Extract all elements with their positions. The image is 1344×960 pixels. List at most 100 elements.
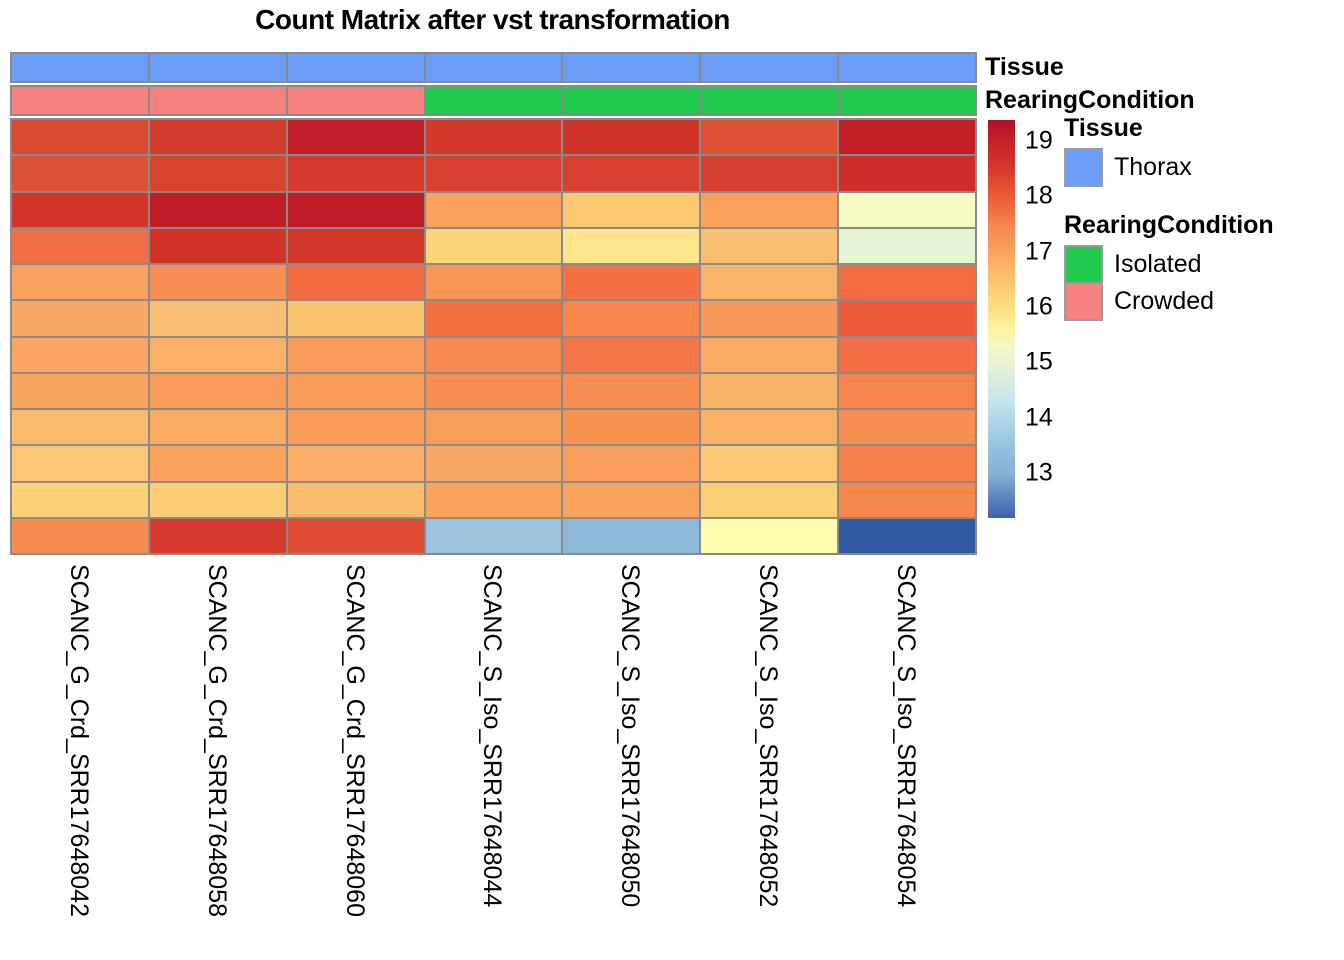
annotation-cell-tissue bbox=[287, 54, 424, 81]
annotation-cell-tissue bbox=[425, 54, 562, 81]
legend-swatch bbox=[1064, 282, 1103, 321]
heatmap-cell bbox=[701, 337, 838, 372]
heatmap-cell bbox=[425, 120, 562, 155]
heatmap-cell bbox=[287, 482, 424, 517]
heatmap-cell bbox=[149, 518, 286, 553]
heatmap-cell bbox=[287, 446, 424, 481]
annotation-track-label-tissue: Tissue bbox=[985, 53, 1064, 81]
heatmap-cell bbox=[563, 156, 700, 191]
heatmap-cell bbox=[149, 337, 286, 372]
heatmap-cell bbox=[839, 228, 975, 263]
legend-section: Tissue Thorax bbox=[1064, 114, 1342, 187]
legend-item: Crowded bbox=[1064, 282, 1342, 321]
column-label: SCANC_G_Crd_SRR17648042 bbox=[64, 564, 93, 917]
colorbar-tick-label: 14 bbox=[1025, 403, 1053, 431]
heatmap-cell bbox=[839, 373, 975, 408]
colorbar-tick-label: 13 bbox=[1025, 458, 1053, 487]
column-label: SCANC_G_Crd_SRR17648060 bbox=[340, 564, 369, 917]
heatmap-cell bbox=[149, 120, 286, 155]
heatmap-cell bbox=[12, 156, 148, 191]
colorbar-tick-label: 16 bbox=[1025, 292, 1053, 321]
heatmap-cell bbox=[12, 192, 148, 227]
heatmap-cell bbox=[287, 337, 424, 372]
heatmap-cell bbox=[563, 518, 700, 553]
heatmap-cell bbox=[563, 410, 700, 445]
annotation-cell-rearingcondition bbox=[149, 87, 286, 114]
annotation-track-label-rearingcondition: RearingCondition bbox=[985, 86, 1195, 114]
annotation-row-rearingcondition bbox=[10, 85, 977, 116]
colorbar-tick-label: 18 bbox=[1025, 181, 1053, 210]
annotation-cell-tissue bbox=[149, 54, 286, 81]
legend-item-label: Thorax bbox=[1114, 153, 1192, 181]
legend-swatch bbox=[1064, 148, 1103, 187]
heatmap-cell bbox=[287, 156, 424, 191]
legend-item-label: Isolated bbox=[1114, 250, 1202, 278]
legend-item-label: Crowded bbox=[1114, 287, 1215, 315]
heatmap-cell bbox=[425, 301, 562, 336]
column-label: SCANC_S_Iso_SRR17648050 bbox=[616, 564, 645, 908]
heatmap-cell bbox=[839, 337, 975, 372]
heatmap-cell bbox=[12, 120, 148, 155]
plot-title: Count Matrix after vst transformation bbox=[255, 4, 730, 35]
heatmap-cell bbox=[839, 301, 975, 336]
heatmap-cell bbox=[425, 518, 562, 553]
heatmap-cell bbox=[12, 301, 148, 336]
heatmap-cell bbox=[563, 192, 700, 227]
legend: Tissue Thorax RearingCondition Isolated Crow… bbox=[1064, 114, 1342, 345]
heatmap-cell bbox=[149, 482, 286, 517]
legend-section: RearingCondition Isolated Crowded bbox=[1064, 211, 1342, 321]
heatmap-cell bbox=[287, 518, 424, 553]
heatmap-cell bbox=[839, 192, 975, 227]
column-label: SCANC_S_Iso_SRR17648052 bbox=[754, 564, 783, 908]
heatmap-cell bbox=[149, 446, 286, 481]
heatmap-cell bbox=[701, 518, 838, 553]
column-label: SCANC_S_Iso_SRR17648044 bbox=[478, 564, 507, 908]
heatmap-cell bbox=[287, 410, 424, 445]
heatmap-cell bbox=[425, 410, 562, 445]
heatmap-cell bbox=[425, 265, 562, 300]
heatmap-cell bbox=[287, 301, 424, 336]
legend-title: RearingCondition bbox=[1064, 211, 1274, 239]
heatmap-cell bbox=[287, 265, 424, 300]
heatmap-cell bbox=[425, 228, 562, 263]
heatmap-cell bbox=[839, 156, 975, 191]
heatmap-cell bbox=[287, 120, 424, 155]
annotation-cell-rearingcondition bbox=[563, 87, 700, 114]
heatmap-cell bbox=[425, 373, 562, 408]
heatmap-cell bbox=[287, 192, 424, 227]
heatmap-cell bbox=[149, 228, 286, 263]
annotation-cell-tissue bbox=[839, 54, 975, 81]
legend-swatch bbox=[1064, 245, 1103, 284]
heatmap-cell bbox=[12, 446, 148, 481]
heatmap-cell bbox=[839, 120, 975, 155]
heatmap-cell bbox=[839, 410, 975, 445]
heatmap-cell bbox=[287, 373, 424, 408]
heatmap-cell bbox=[701, 446, 838, 481]
colorbar-tick-label: 19 bbox=[1025, 126, 1053, 155]
annotation-cell-rearingcondition bbox=[287, 87, 424, 114]
heatmap-cell bbox=[701, 265, 838, 300]
heatmap-cell bbox=[563, 337, 700, 372]
column-label: SCANC_S_Iso_SRR17648054 bbox=[892, 564, 921, 908]
annotation-cell-tissue bbox=[12, 54, 148, 81]
heatmap-cell bbox=[701, 156, 838, 191]
heatmap-cell bbox=[12, 482, 148, 517]
annotation-cell-tissue bbox=[701, 54, 838, 81]
heatmap-cell bbox=[563, 301, 700, 336]
column-label: SCANC_G_Crd_SRR17648058 bbox=[202, 564, 231, 917]
heatmap-cell bbox=[701, 192, 838, 227]
colorbar-tick-label: 15 bbox=[1025, 347, 1053, 376]
heatmap-cell bbox=[149, 373, 286, 408]
heatmap-cell bbox=[425, 482, 562, 517]
heatmap-cell bbox=[701, 410, 838, 445]
heatmap-cell bbox=[149, 265, 286, 300]
annotation-cell-rearingcondition bbox=[12, 87, 148, 114]
legend-item: Isolated bbox=[1064, 245, 1342, 284]
heatmap-cell bbox=[12, 518, 148, 553]
heatmap-cell bbox=[839, 265, 975, 300]
heatmap-cell bbox=[563, 120, 700, 155]
heatmap-cell bbox=[563, 373, 700, 408]
heatmap-cell bbox=[563, 446, 700, 481]
annotation-cell-rearingcondition bbox=[425, 87, 562, 114]
